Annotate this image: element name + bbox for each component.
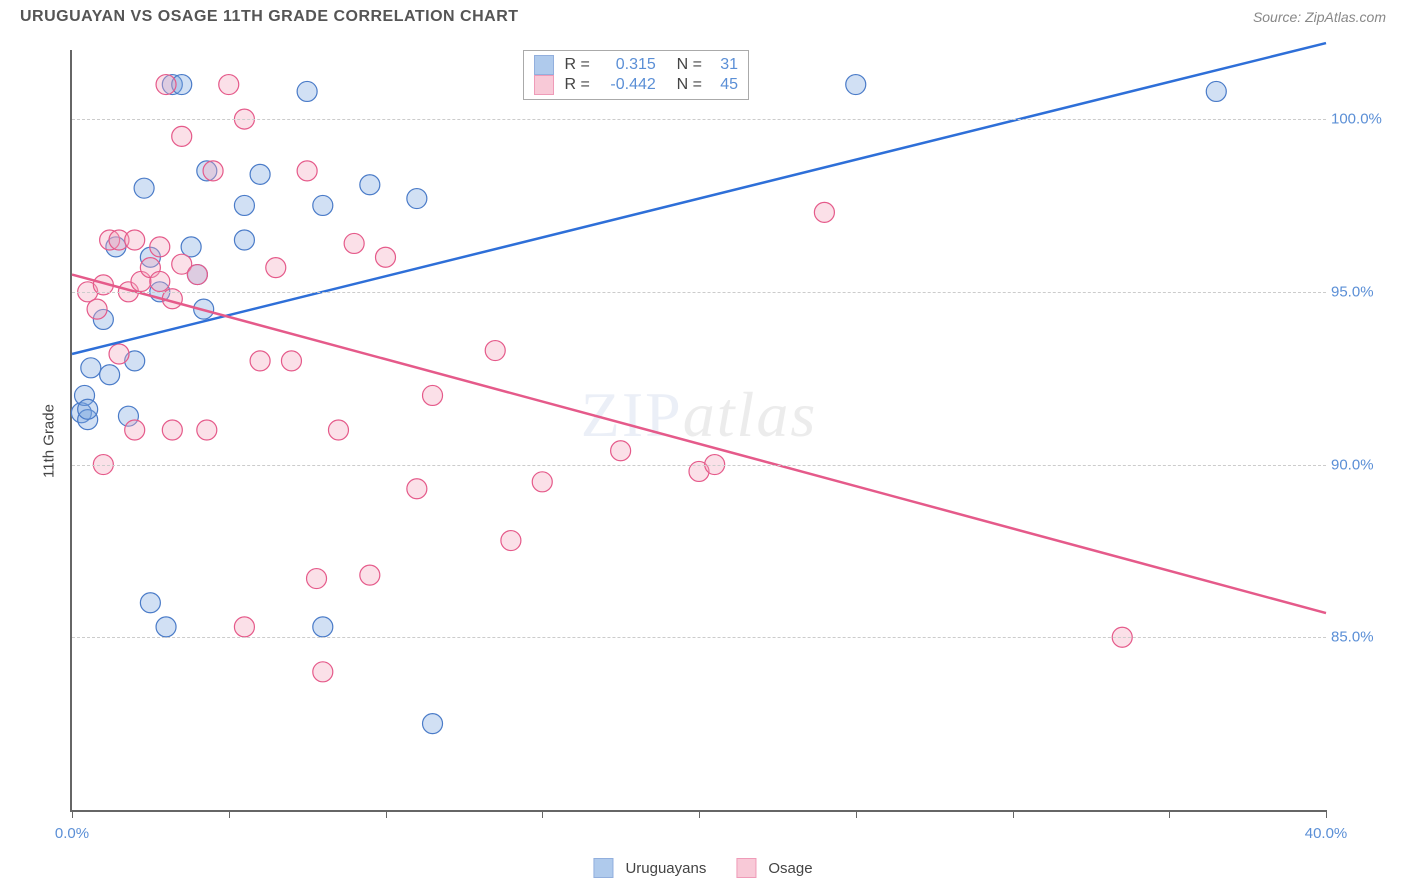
r-value: -0.442 [596, 76, 656, 94]
gridline [72, 465, 1326, 466]
scatter-point [150, 271, 170, 291]
legend-item: Uruguayans [593, 858, 706, 878]
scatter-point [134, 178, 154, 198]
xtick [1013, 810, 1014, 818]
gridline [72, 292, 1326, 293]
legend-stats-row: R = -0.442 N = 45 [534, 75, 738, 95]
scatter-point [156, 617, 176, 637]
scatter-point [814, 202, 834, 222]
scatter-point [197, 420, 217, 440]
xtick [229, 810, 230, 818]
scatter-point [297, 81, 317, 101]
scatter-point [328, 420, 348, 440]
scatter-point [150, 237, 170, 257]
n-label: N = [677, 56, 702, 74]
xtick [856, 810, 857, 818]
scatter-point [187, 265, 207, 285]
xtick [72, 810, 73, 818]
scatter-point [360, 565, 380, 585]
plot-svg [72, 50, 1326, 810]
scatter-point [109, 344, 129, 364]
scatter-point [344, 233, 364, 253]
scatter-point [313, 662, 333, 682]
legend-bottom: Uruguayans Osage [593, 858, 812, 878]
legend-swatch [736, 858, 756, 878]
ytick-label: 95.0% [1331, 283, 1386, 300]
legend-label: Osage [768, 860, 812, 877]
scatter-point [203, 161, 223, 181]
n-label: N = [677, 76, 702, 94]
chart-header: URUGUAYAN VS OSAGE 11TH GRADE CORRELATIO… [0, 0, 1406, 30]
scatter-point [87, 299, 107, 319]
scatter-point [611, 441, 631, 461]
scatter-point [78, 399, 98, 419]
n-value: 45 [708, 76, 738, 94]
scatter-point [81, 358, 101, 378]
xtick [699, 810, 700, 818]
legend-swatch [534, 75, 554, 95]
scatter-point [360, 175, 380, 195]
regression-line [72, 275, 1326, 614]
r-value: 0.315 [596, 56, 656, 74]
r-label: R = [564, 76, 589, 94]
scatter-point [313, 195, 333, 215]
r-label: R = [564, 56, 589, 74]
scatter-point [501, 531, 521, 551]
legend-item: Osage [736, 858, 812, 878]
legend-stats-box: R = 0.315 N = 31 R = -0.442 N = 45 [523, 50, 749, 100]
scatter-point [407, 189, 427, 209]
scatter-point [125, 230, 145, 250]
n-value: 31 [708, 56, 738, 74]
ytick-label: 90.0% [1331, 456, 1386, 473]
legend-swatch [534, 55, 554, 75]
scatter-point [250, 164, 270, 184]
scatter-point [125, 420, 145, 440]
xtick [386, 810, 387, 818]
scatter-point [313, 617, 333, 637]
scatter-point [162, 420, 182, 440]
scatter-point [307, 569, 327, 589]
xtick [542, 810, 543, 818]
scatter-point [156, 75, 176, 95]
scatter-point [846, 75, 866, 95]
ytick-label: 85.0% [1331, 629, 1386, 646]
scatter-point [234, 230, 254, 250]
scatter-point [219, 75, 239, 95]
xtick-label: 40.0% [1305, 825, 1348, 842]
scatter-point [266, 258, 286, 278]
scatter-point [234, 617, 254, 637]
scatter-point [297, 161, 317, 181]
y-axis-label: 11th Grade [40, 404, 57, 478]
scatter-point [376, 247, 396, 267]
scatter-point [532, 472, 552, 492]
plot-region: ZIPatlas R =0.315 N =31R =-0.442 N =45 8… [70, 50, 1326, 812]
scatter-point [250, 351, 270, 371]
legend-swatch [593, 858, 613, 878]
scatter-point [234, 195, 254, 215]
scatter-point [423, 385, 443, 405]
xtick [1326, 810, 1327, 818]
scatter-point [172, 126, 192, 146]
scatter-point [281, 351, 301, 371]
gridline [72, 119, 1326, 120]
scatter-point [485, 341, 505, 361]
chart-title: URUGUAYAN VS OSAGE 11TH GRADE CORRELATIO… [20, 8, 519, 26]
legend-label: Uruguayans [625, 860, 706, 877]
gridline [72, 637, 1326, 638]
scatter-point [140, 593, 160, 613]
chart-area: 11th Grade ZIPatlas R =0.315 N =31R =-0.… [20, 40, 1386, 842]
xtick [1169, 810, 1170, 818]
legend-stats-row: R = 0.315 N = 31 [534, 55, 738, 75]
scatter-point [407, 479, 427, 499]
scatter-point [100, 365, 120, 385]
scatter-point [423, 714, 443, 734]
ytick-label: 100.0% [1331, 111, 1386, 128]
xtick-label: 0.0% [55, 825, 89, 842]
chart-source: Source: ZipAtlas.com [1253, 9, 1386, 25]
scatter-point [1206, 81, 1226, 101]
